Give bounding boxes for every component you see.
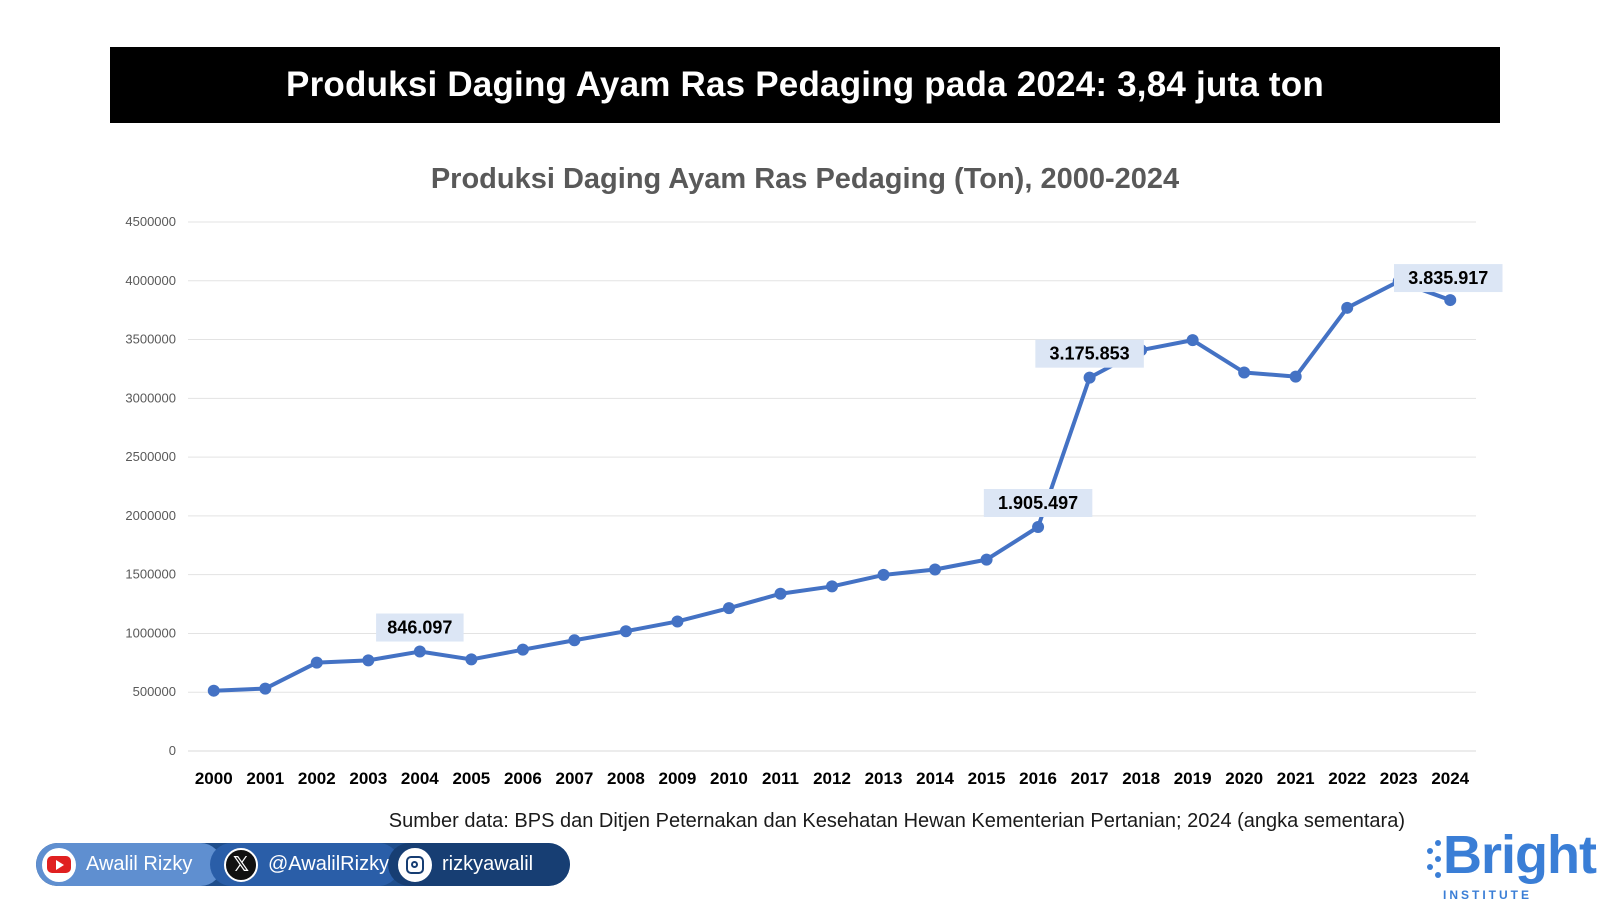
instagram-label: rizkyawalil xyxy=(442,853,534,875)
data-point xyxy=(774,587,787,600)
x-tick-label: 2022 xyxy=(1328,769,1366,788)
data-point xyxy=(1238,366,1251,379)
youtube-link[interactable]: Awalil Rizky xyxy=(36,843,222,886)
x-icon: 𝕏 xyxy=(224,847,258,882)
data-label-box xyxy=(1035,339,1144,368)
x-tick-label: 2016 xyxy=(1019,769,1057,788)
y-tick-label: 3000000 xyxy=(125,390,176,405)
data-label-box xyxy=(1393,264,1503,293)
data-point xyxy=(1186,334,1199,347)
x-tick-label: 2021 xyxy=(1277,769,1315,788)
data-point xyxy=(980,553,993,566)
instagram-icon xyxy=(398,847,432,882)
data-label: 3.175.853 xyxy=(1050,344,1130,364)
data-point xyxy=(1289,370,1302,383)
x-tick-label: 2001 xyxy=(246,769,284,788)
x-tick-label: 2008 xyxy=(607,769,645,788)
y-tick-label: 500000 xyxy=(133,684,176,699)
y-tick-label: 2500000 xyxy=(125,449,176,464)
x-tick-label: 2013 xyxy=(865,769,903,788)
x-tick-label: 2007 xyxy=(555,769,593,788)
x-tick-label: 2006 xyxy=(504,769,542,788)
x-tick-label: 2009 xyxy=(659,769,697,788)
line-chart: 0 500000 1000000 1500000 2000000 2500000 30000… xyxy=(125,214,1503,788)
x-tick-label: 2024 xyxy=(1431,769,1469,788)
youtube-icon xyxy=(42,847,76,882)
x-tick-label: 2002 xyxy=(298,769,336,788)
data-point xyxy=(826,580,838,593)
y-tick-label: 3500000 xyxy=(125,332,176,347)
data-point xyxy=(877,568,890,581)
y-tick-label: 2000000 xyxy=(125,508,176,523)
x-tick-label: 2004 xyxy=(401,769,439,788)
data-point xyxy=(1083,371,1096,384)
data-point xyxy=(207,684,220,697)
data-point xyxy=(722,602,735,615)
y-tick-label: 4000000 xyxy=(125,273,176,288)
x-tick-label: 2019 xyxy=(1174,769,1212,788)
x-tick-label: 2018 xyxy=(1122,769,1160,788)
data-label: 1.905.497 xyxy=(998,493,1078,513)
x-tick-label: 2011 xyxy=(762,769,799,788)
data-point xyxy=(1032,520,1045,533)
data-label: 846.097 xyxy=(387,618,452,638)
x-tick-label: 2012 xyxy=(813,769,851,788)
data-point xyxy=(671,615,684,628)
data-point xyxy=(1341,301,1354,314)
data-point xyxy=(259,682,272,695)
x-tick-label: 2000 xyxy=(195,769,233,788)
logo-dots-icon xyxy=(1425,840,1443,880)
data-label-box xyxy=(376,613,464,642)
data-label-box xyxy=(983,488,1093,517)
data-point xyxy=(465,653,478,666)
x-link[interactable]: 𝕏 @AwalilRizky xyxy=(210,843,400,886)
x-tick-label: 2014 xyxy=(916,769,954,788)
x-label: @AwalilRizky xyxy=(268,853,390,875)
header-banner: Produksi Daging Ayam Ras Pedaging pada 2… xyxy=(110,47,1500,123)
x-tick-label: 2020 xyxy=(1225,769,1263,788)
x-tick-label: 2015 xyxy=(968,769,1006,788)
instagram-link[interactable]: rizkyawalil xyxy=(388,843,570,886)
x-tick-label: 2023 xyxy=(1380,769,1418,788)
data-point xyxy=(1444,294,1457,307)
data-point xyxy=(568,634,581,647)
x-tick-label: 2005 xyxy=(452,769,490,788)
x-tick-label: 2010 xyxy=(710,769,748,788)
data-point xyxy=(516,643,529,656)
data-point xyxy=(362,654,375,667)
source-note: Sumber data: BPS dan Ditjen Peternakan d… xyxy=(388,810,1405,832)
logo-subtitle: INSTITUTE xyxy=(1443,888,1532,902)
data-label: 3.835.917 xyxy=(1408,268,1488,288)
chart-title: Produksi Daging Ayam Ras Pedaging (Ton),… xyxy=(430,163,1180,195)
youtube-label: Awalil Rizky xyxy=(86,853,193,875)
bright-institute-logo: Bright INSTITUTE xyxy=(1425,825,1597,902)
y-tick-label: 4500000 xyxy=(125,214,176,229)
data-point xyxy=(310,656,323,669)
data-point xyxy=(413,645,426,658)
y-tick-label: 1500000 xyxy=(125,567,176,582)
y-tick-label: 0 xyxy=(169,743,176,758)
x-tick-label: 2003 xyxy=(349,769,387,788)
logo-word: Bright xyxy=(1443,825,1597,885)
data-point xyxy=(929,563,942,576)
header-title: Produksi Daging Ayam Ras Pedaging pada 2… xyxy=(286,65,1324,104)
data-point xyxy=(619,625,632,638)
x-tick-label: 2017 xyxy=(1071,769,1109,788)
social-bar: Awalil Rizky 𝕏 @AwalilRizky rizkyawalil xyxy=(36,843,570,886)
y-tick-label: 1000000 xyxy=(125,625,176,640)
